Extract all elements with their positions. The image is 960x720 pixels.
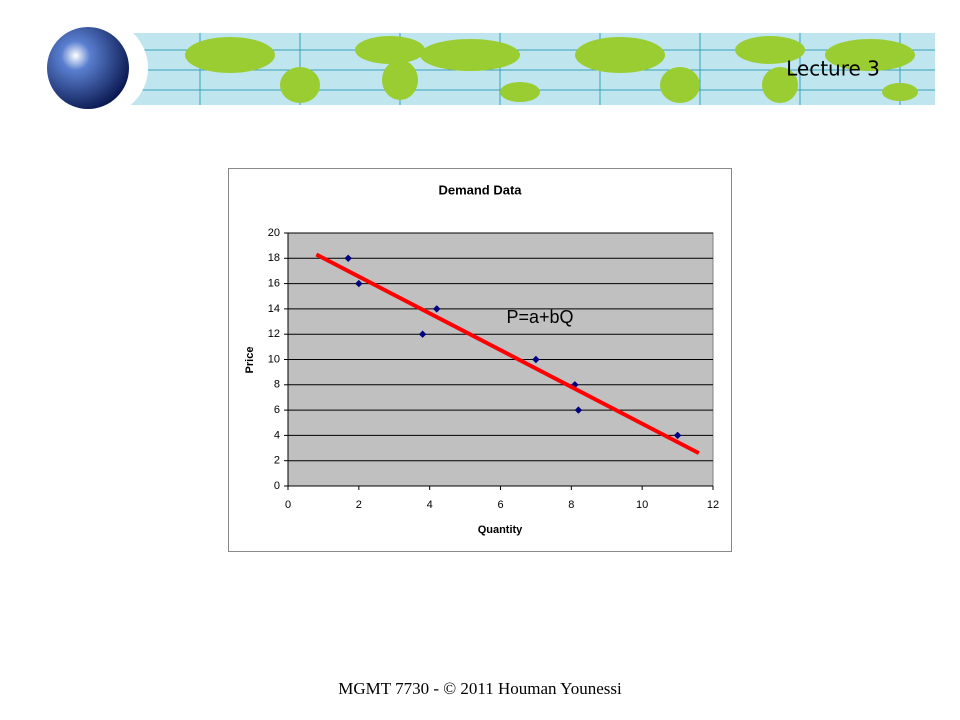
x-axis-label: Quantity <box>478 524 523 536</box>
y-tick-label: 0 <box>274 480 280 492</box>
data-point <box>433 305 441 313</box>
annotation: P=a+bQ <box>506 307 573 327</box>
y-tick-label: 6 <box>274 404 280 416</box>
data-point <box>673 431 682 440</box>
x-tick-label: 2 <box>356 499 362 511</box>
y-tick-label: 10 <box>268 353 280 365</box>
data-point <box>574 406 583 414</box>
y-axis-label: Price <box>244 347 256 374</box>
y-tick-label: 12 <box>268 328 280 340</box>
x-tick-label: 10 <box>636 499 648 511</box>
data-point <box>418 330 427 338</box>
y-tick-label: 8 <box>274 379 280 391</box>
chart-title: Demand Data <box>438 182 522 197</box>
banner: Lecture 3 <box>47 20 935 116</box>
data-point <box>532 355 540 364</box>
footer: MGMT 7730 - © 2011 Houman Younessi <box>338 679 622 698</box>
y-tick-label: 14 <box>268 303 280 315</box>
plot: 0 2 4 6 8 10 12 14 16 18 20 0 2 4 6 8 10 12 <box>268 227 719 511</box>
x-tick-label: 12 <box>707 499 719 511</box>
y-tick-label: 16 <box>268 278 280 290</box>
globe <box>47 27 129 109</box>
header-title: Lecture 3 <box>786 57 880 81</box>
x-tick-label: 8 <box>568 499 574 511</box>
y-tick-label: 2 <box>274 455 280 467</box>
trend-line <box>315 252 700 455</box>
continents <box>185 36 918 103</box>
y-tick-label: 18 <box>268 252 280 264</box>
x-tick-label: 4 <box>427 499 433 511</box>
data-point <box>344 254 352 263</box>
x-tick-label: 6 <box>497 499 503 511</box>
y-tick-label: 20 <box>268 227 280 239</box>
y-tick-label: 4 <box>274 429 280 441</box>
x-tick-label: 0 <box>285 499 291 511</box>
data-point <box>355 279 363 288</box>
